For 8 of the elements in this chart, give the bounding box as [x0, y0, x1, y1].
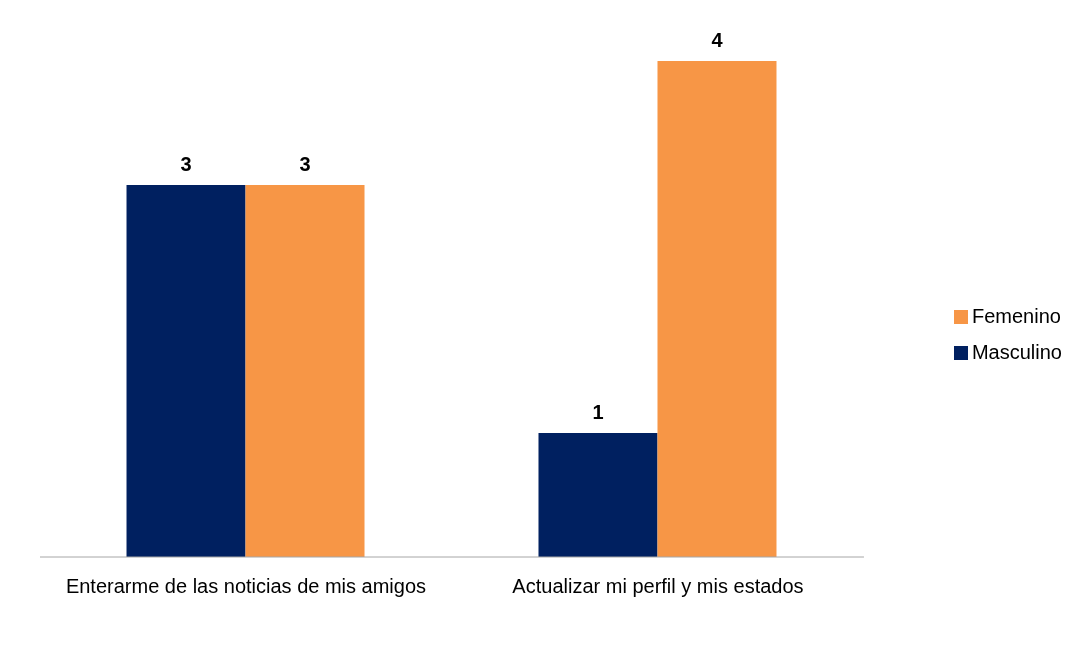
data-label: 4: [711, 29, 724, 51]
data-label: 3: [180, 153, 192, 175]
legend-label: Masculino: [971, 340, 1062, 363]
x-tick-label: Enterarme de las noticias de mis amigos: [65, 575, 427, 598]
data-label: 1: [592, 401, 604, 423]
legend-label: Femenino: [971, 304, 1061, 327]
data-label: 3: [299, 153, 311, 175]
x-tick-label: Actualizar mi perfil y mis estados: [512, 575, 804, 598]
